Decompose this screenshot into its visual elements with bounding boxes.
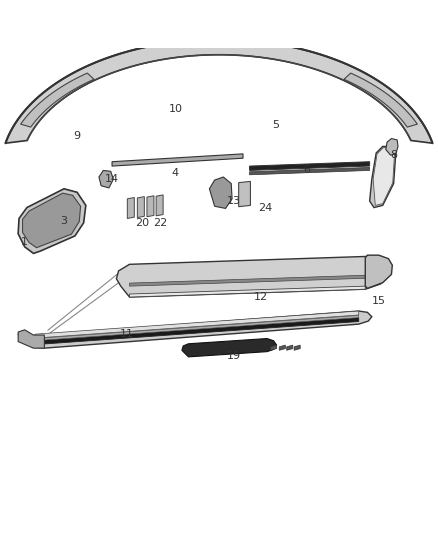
Polygon shape (127, 198, 134, 219)
Polygon shape (156, 195, 163, 216)
Polygon shape (287, 345, 293, 350)
Text: 13: 13 (227, 196, 241, 206)
Polygon shape (370, 147, 396, 207)
Polygon shape (386, 139, 398, 155)
Polygon shape (18, 189, 86, 253)
Text: 8: 8 (390, 150, 397, 160)
Text: 1: 1 (21, 238, 28, 247)
Text: 5: 5 (272, 119, 279, 130)
Polygon shape (182, 338, 277, 357)
Polygon shape (130, 286, 365, 297)
Polygon shape (5, 39, 433, 143)
Polygon shape (279, 345, 286, 350)
Polygon shape (138, 197, 145, 217)
Text: 3: 3 (60, 216, 67, 225)
Text: 12: 12 (254, 292, 268, 302)
Polygon shape (373, 148, 395, 205)
Text: 24: 24 (258, 203, 272, 213)
Polygon shape (239, 181, 251, 207)
Text: 14: 14 (105, 174, 119, 184)
Polygon shape (112, 154, 243, 166)
Polygon shape (18, 330, 44, 348)
Text: 10: 10 (168, 104, 182, 114)
Polygon shape (271, 345, 277, 350)
Polygon shape (35, 311, 359, 338)
Polygon shape (18, 311, 372, 348)
Text: 19: 19 (227, 351, 241, 361)
Text: 20: 20 (135, 218, 150, 228)
Polygon shape (35, 318, 359, 345)
Polygon shape (99, 171, 113, 188)
Polygon shape (209, 177, 232, 208)
Polygon shape (22, 193, 81, 248)
Polygon shape (35, 316, 359, 341)
Polygon shape (147, 196, 154, 217)
Text: 4: 4 (172, 168, 179, 177)
Polygon shape (117, 256, 391, 297)
Polygon shape (365, 255, 392, 288)
Polygon shape (250, 161, 370, 171)
Text: 6: 6 (303, 165, 310, 175)
Polygon shape (250, 167, 370, 175)
Polygon shape (21, 73, 94, 127)
Polygon shape (344, 73, 417, 127)
Text: 22: 22 (153, 218, 167, 228)
Text: 9: 9 (74, 131, 81, 141)
Text: 15: 15 (371, 296, 385, 306)
Polygon shape (294, 345, 300, 350)
Polygon shape (130, 275, 365, 286)
Text: 11: 11 (120, 329, 134, 339)
